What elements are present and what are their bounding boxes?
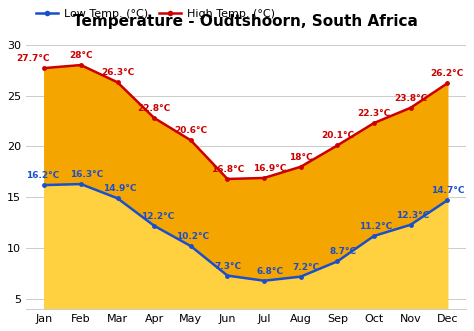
Text: 23.8°C: 23.8°C (394, 94, 427, 103)
Text: 7.3°C: 7.3°C (214, 261, 241, 270)
Text: 20.1°C: 20.1°C (321, 131, 354, 140)
Text: 16.2°C: 16.2°C (26, 171, 59, 180)
Text: 11.2°C: 11.2°C (359, 222, 392, 231)
Text: 22.8°C: 22.8°C (137, 104, 171, 113)
Title: Temperature - Oudtshoorn, South Africa: Temperature - Oudtshoorn, South Africa (73, 14, 418, 29)
Text: 6.8°C: 6.8°C (256, 267, 283, 276)
Text: 10.2°C: 10.2°C (176, 232, 209, 241)
Text: 12.2°C: 12.2°C (141, 212, 174, 221)
Text: 14.7°C: 14.7°C (430, 186, 464, 195)
Text: 20.6°C: 20.6°C (174, 126, 207, 135)
Text: 7.2°C: 7.2°C (292, 262, 320, 271)
Text: 22.3°C: 22.3°C (357, 109, 391, 118)
Text: 27.7°C: 27.7°C (17, 54, 50, 63)
Text: 26.2°C: 26.2°C (431, 69, 464, 78)
Text: 16.3°C: 16.3°C (70, 170, 103, 179)
Text: 18°C: 18°C (289, 153, 312, 162)
Text: 8.7°C: 8.7°C (329, 247, 356, 256)
Text: 16.8°C: 16.8°C (211, 165, 244, 174)
Text: 16.9°C: 16.9°C (253, 164, 286, 173)
Text: 26.3°C: 26.3°C (101, 68, 134, 77)
Legend: Low Temp. (°C), High Temp. (°C): Low Temp. (°C), High Temp. (°C) (31, 4, 279, 23)
Text: 14.9°C: 14.9°C (102, 184, 136, 193)
Text: 28°C: 28°C (69, 51, 93, 60)
Text: 12.3°C: 12.3°C (396, 211, 429, 220)
